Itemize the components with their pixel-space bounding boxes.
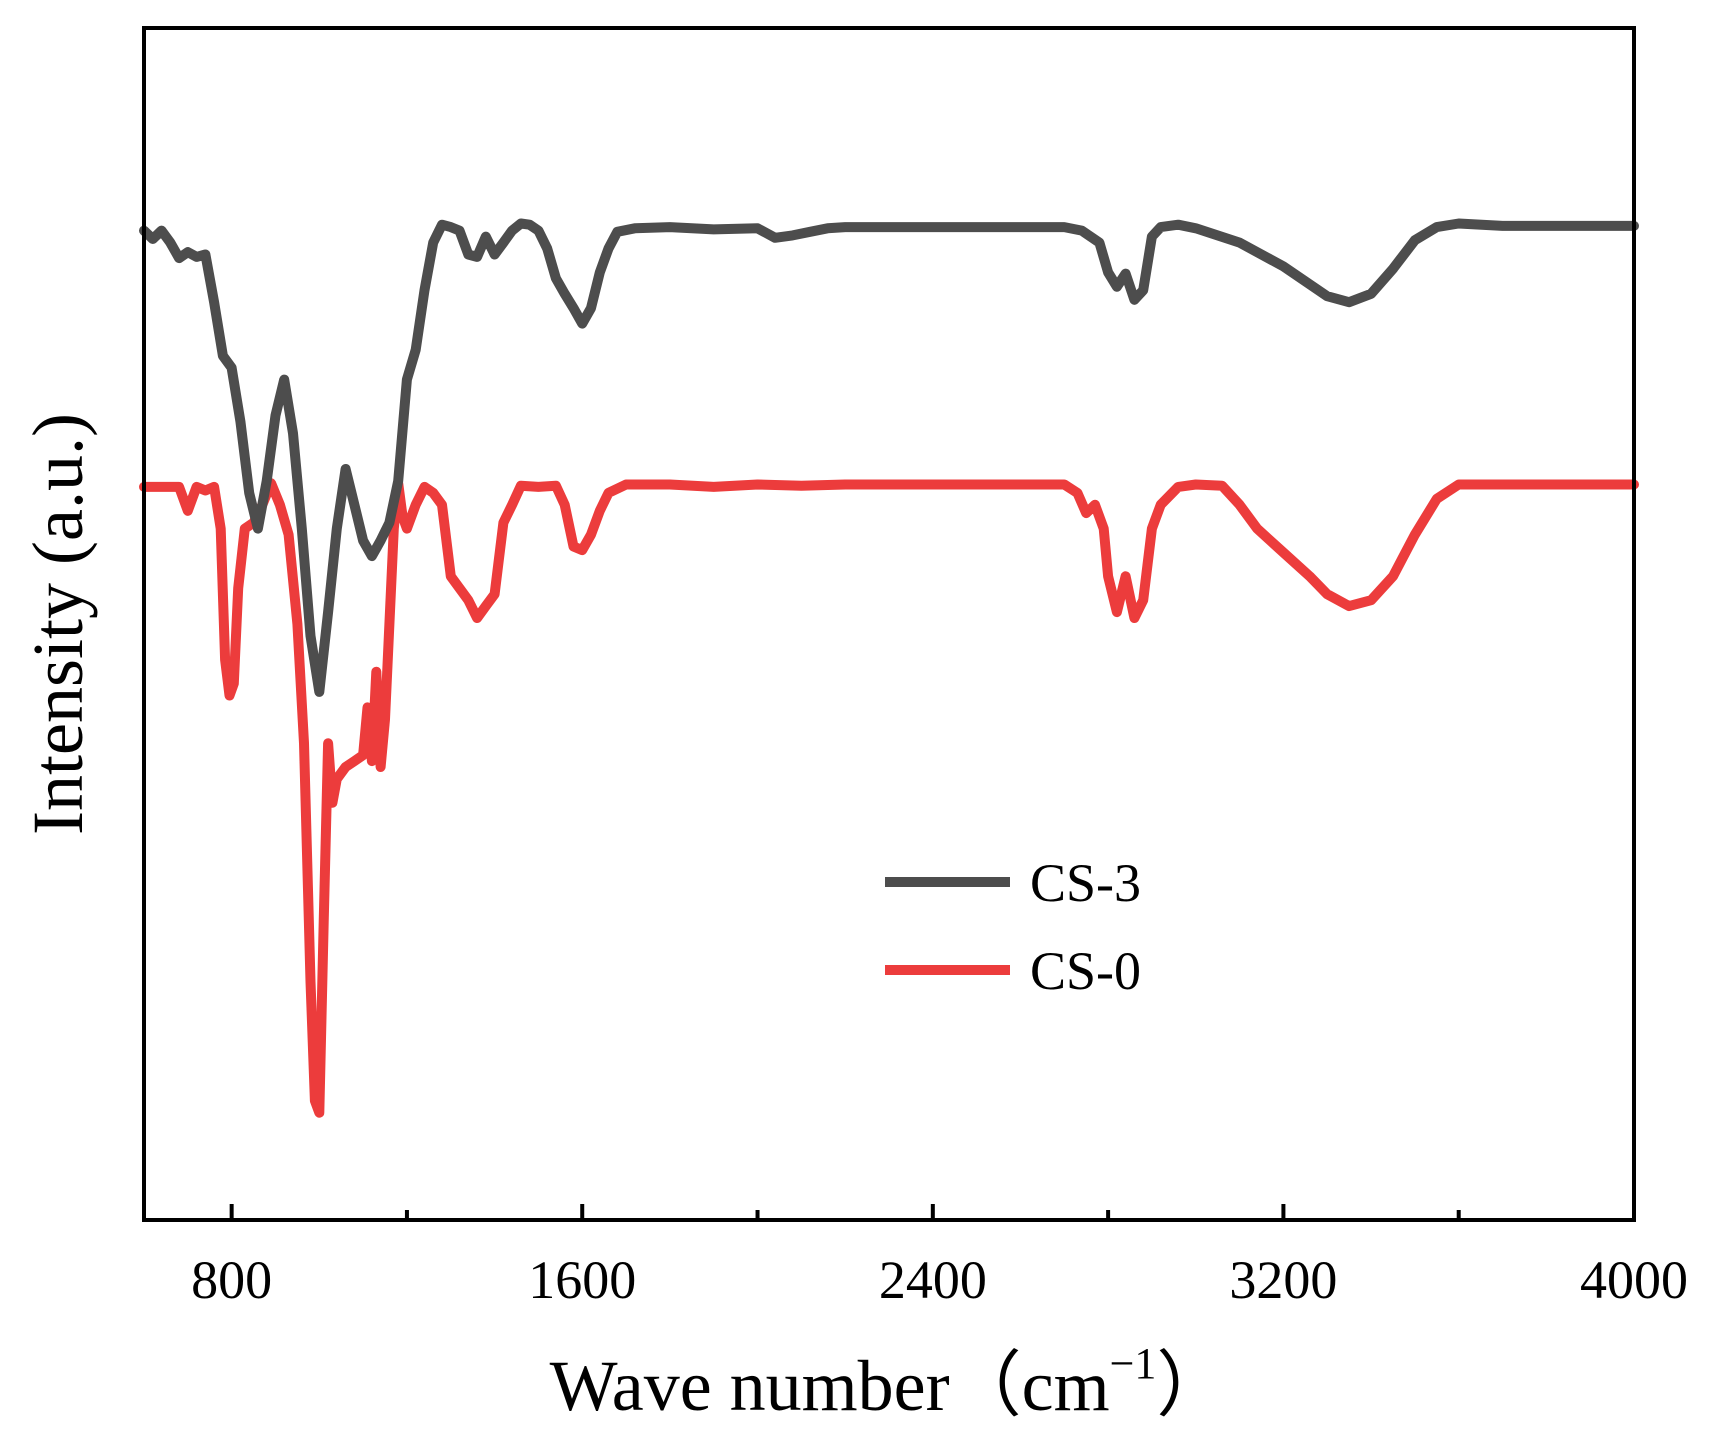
y-axis-title: Intensity (a.u.): [18, 413, 98, 835]
x-tick-label: 4000: [1580, 1250, 1688, 1310]
x-axis-tick-labels: 800 1600 2400 3200 4000: [191, 1250, 1688, 1310]
series-line-cs-0: [139, 478, 1639, 1118]
x-axis-title: Wave number（cm−1）: [550, 1339, 1229, 1426]
x-tick-label: 3200: [1229, 1250, 1337, 1310]
x-tick-label: 800: [191, 1250, 272, 1310]
x-axis-title-main: Wave number（cm: [550, 1346, 1110, 1426]
series-layer: [139, 218, 1639, 1118]
plot-frame: [142, 26, 1636, 1222]
legend-label-cs-3: CS-3: [1030, 853, 1141, 913]
x-tick-label: 2400: [879, 1250, 987, 1310]
legend-label-cs-0: CS-0: [1030, 941, 1141, 1001]
x-axis-title-close: ）: [1156, 1346, 1228, 1426]
legend: CS-3 CS-0: [885, 853, 1141, 1001]
x-axis-title-superscript: −1: [1110, 1339, 1157, 1388]
x-tick-label: 1600: [528, 1250, 636, 1310]
series-line-cs-3: [139, 218, 1639, 697]
